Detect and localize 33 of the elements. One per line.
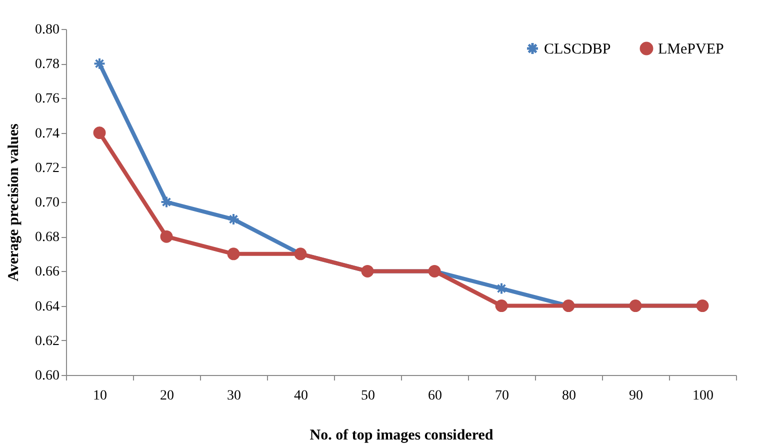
- y-tick-label: 0.66: [35, 264, 60, 280]
- x-tick-label: 50: [361, 388, 375, 404]
- point: [227, 213, 240, 226]
- y-tick-label: 0.78: [35, 57, 60, 72]
- x-tick-label: 10: [93, 388, 107, 404]
- y-tick-label: 0.76: [35, 92, 60, 107]
- x-tick-label: 30: [227, 388, 241, 404]
- y-tick-label: 0.68: [35, 230, 60, 246]
- y-tick-label: 0.64: [35, 299, 60, 314]
- legend-label: CLSCDBP: [544, 42, 611, 58]
- point: [495, 300, 508, 312]
- x-tick-label: 80: [562, 388, 576, 404]
- y-tick-label: 0.60: [35, 368, 60, 384]
- y-tick-label: 0.62: [35, 334, 60, 349]
- x-tick-label: 20: [160, 388, 174, 404]
- point: [93, 57, 106, 70]
- y-axis-title: Average precision values: [6, 123, 22, 282]
- y-tick-label: 0.80: [35, 22, 60, 38]
- point: [160, 196, 173, 208]
- point: [227, 248, 240, 260]
- point: [495, 282, 508, 295]
- y-tick-label: 0.74: [35, 126, 60, 142]
- x-tick-label: 60: [428, 388, 442, 404]
- legend-label: LMePVEP: [658, 42, 724, 58]
- point: [93, 126, 106, 140]
- x-tick-label: 100: [692, 388, 714, 404]
- x-tick-label: 90: [629, 388, 643, 404]
- y-tick-label: 0.70: [35, 196, 60, 210]
- x-tick-label: 40: [294, 388, 308, 404]
- y-tick-label: 0.72: [35, 160, 60, 176]
- point: [160, 230, 173, 243]
- x-tick-label: 70: [495, 388, 509, 404]
- x-axis-title: No. of top images considered: [310, 428, 494, 444]
